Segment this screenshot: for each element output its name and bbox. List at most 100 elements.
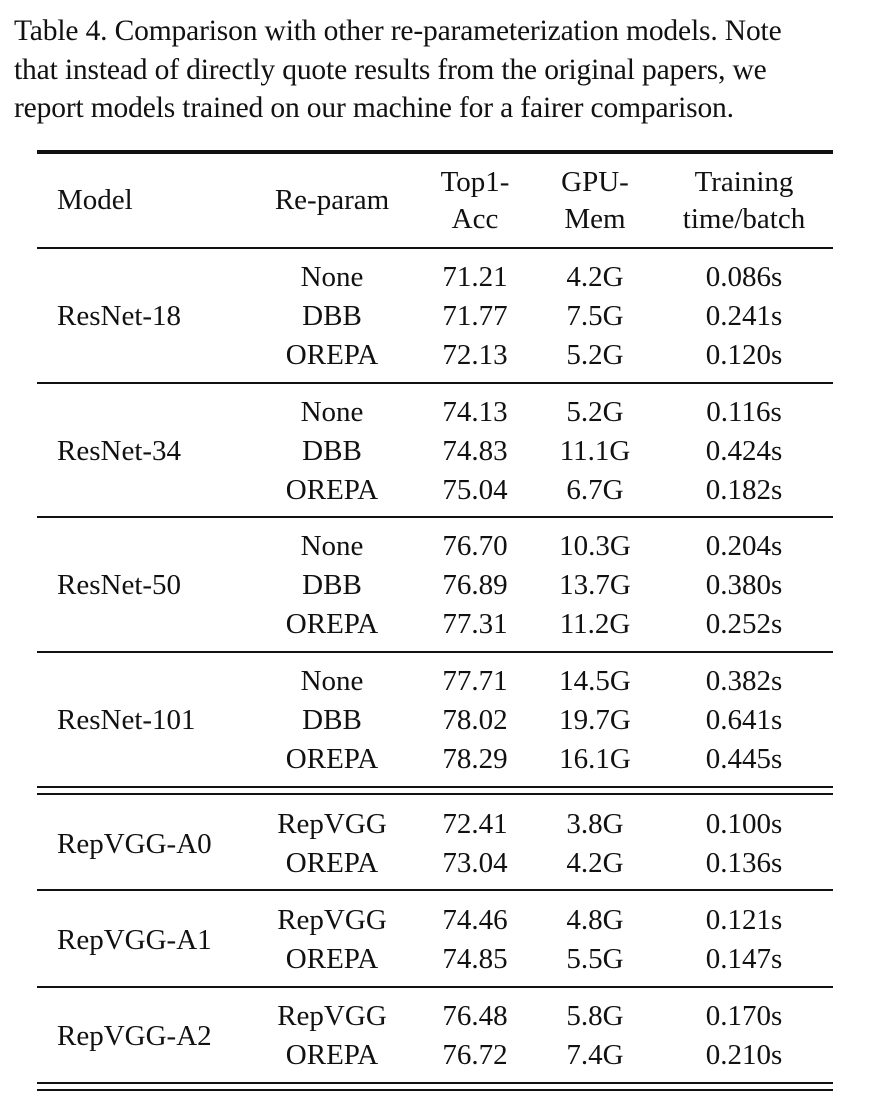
train-time-cell: 0.086s (705, 261, 783, 293)
train-time-cell: 0.116s (706, 396, 782, 428)
train-time-cell: 0.204s (705, 530, 783, 562)
gpu-mem-cell: 4.2G (566, 261, 624, 293)
reparam-cell: DBB (302, 704, 362, 736)
train-time-cell: 0.252s (705, 608, 783, 640)
gpu-mem-cell: 10.3G (559, 530, 631, 562)
model-cell: ResNet-50 (57, 569, 182, 601)
gpu-mem-cell: 4.8G (566, 904, 624, 936)
group-rule (37, 889, 833, 891)
top1-cell: 74.83 (442, 435, 508, 467)
top1-cell: 76.70 (442, 530, 508, 562)
model-cell: RepVGG-A1 (57, 924, 212, 956)
train-time-cell: 0.100s (705, 808, 783, 840)
reparam-cell: None (300, 530, 364, 562)
section-double-rule-top (37, 786, 833, 788)
top1-cell: 72.41 (442, 808, 508, 840)
top1-cell: 76.89 (442, 569, 508, 601)
model-cell: ResNet-34 (57, 435, 182, 467)
top1-cell: 75.04 (442, 474, 508, 506)
reparam-cell: OREPA (285, 339, 379, 371)
reparam-cell: OREPA (285, 1039, 379, 1071)
train-time-cell: 0.641s (705, 704, 783, 736)
group-rule (37, 986, 833, 988)
caption-line: that instead of directly quote results f… (14, 53, 767, 86)
train-time-cell: 0.182s (705, 474, 783, 506)
header-gpu-line2: Mem (564, 203, 626, 235)
reparam-cell: RepVGG (277, 904, 387, 936)
reparam-cell: DBB (302, 435, 362, 467)
header-top1-line2: Acc (451, 203, 499, 235)
reparam-cell: OREPA (285, 743, 379, 775)
top1-cell: 74.13 (442, 396, 508, 428)
caption-line: report models trained on our machine for… (14, 92, 734, 124)
gpu-mem-cell: 5.2G (566, 339, 624, 371)
train-time-cell: 0.424s (705, 435, 783, 467)
train-time-cell: 0.241s (705, 300, 783, 332)
train-time-cell: 0.380s (705, 569, 783, 601)
table-caption: Table 4. Comparison with other re-parame… (14, 12, 864, 128)
gpu-mem-cell: 7.5G (566, 300, 624, 332)
gpu-mem-cell: 6.7G (566, 474, 624, 506)
header-time-line2: time/batch (682, 203, 806, 235)
group-rule (37, 516, 833, 518)
gpu-mem-cell: 16.1G (559, 743, 631, 775)
top1-cell: 74.85 (442, 943, 508, 975)
gpu-mem-cell: 5.8G (566, 1000, 624, 1032)
train-time-cell: 0.121s (705, 904, 783, 936)
header-gpu-line1: GPU- (561, 166, 629, 198)
train-time-cell: 0.136s (705, 847, 783, 879)
train-time-cell: 0.210s (705, 1039, 783, 1071)
model-cell: ResNet-18 (57, 300, 182, 332)
train-time-cell: 0.147s (705, 943, 783, 975)
reparam-cell: None (300, 261, 364, 293)
top1-cell: 77.71 (442, 665, 508, 697)
top1-cell: 73.04 (442, 847, 508, 879)
model-cell: RepVGG-A0 (57, 828, 212, 860)
top1-cell: 71.77 (442, 300, 508, 332)
reparam-cell: OREPA (285, 608, 379, 640)
top1-cell: 78.02 (442, 704, 508, 736)
train-time-cell: 0.170s (705, 1000, 783, 1032)
header-rule (37, 247, 833, 249)
top1-cell: 72.13 (442, 339, 508, 371)
top1-cell: 76.72 (442, 1039, 508, 1071)
table-top-rule (37, 150, 833, 154)
gpu-mem-cell: 19.7G (559, 704, 631, 736)
reparam-cell: RepVGG (277, 1000, 387, 1032)
gpu-mem-cell: 14.5G (559, 665, 631, 697)
reparam-cell: None (300, 396, 364, 428)
section-double-rule-bottom (37, 793, 833, 795)
header-top1-line1: Top1- (440, 166, 510, 198)
top1-cell: 74.46 (442, 904, 508, 936)
reparam-cell: DBB (302, 300, 362, 332)
group-rule (37, 382, 833, 384)
gpu-mem-cell: 5.5G (566, 943, 624, 975)
gpu-mem-cell: 11.1G (559, 435, 631, 467)
train-time-cell: 0.445s (705, 743, 783, 775)
gpu-mem-cell: 11.2G (559, 608, 631, 640)
top1-cell: 78.29 (442, 743, 508, 775)
reparam-cell: None (300, 665, 364, 697)
train-time-cell: 0.382s (705, 665, 783, 697)
reparam-cell: OREPA (285, 474, 379, 506)
model-cell: ResNet-101 (57, 704, 196, 736)
header-time-line1: Training (694, 166, 794, 198)
reparam-cell: DBB (302, 569, 362, 601)
gpu-mem-cell: 5.2G (566, 396, 624, 428)
gpu-mem-cell: 7.4G (566, 1039, 624, 1071)
table-bottom-rule-bottom (37, 1089, 833, 1091)
reparam-cell: OREPA (285, 847, 379, 879)
top1-cell: 76.48 (442, 1000, 508, 1032)
gpu-mem-cell: 13.7G (559, 569, 631, 601)
table-bottom-rule-top (37, 1082, 833, 1084)
top1-cell: 77.31 (442, 608, 508, 640)
reparam-cell: RepVGG (277, 808, 387, 840)
top1-cell: 71.21 (442, 261, 508, 293)
reparam-cell: OREPA (285, 943, 379, 975)
group-rule (37, 651, 833, 653)
train-time-cell: 0.120s (705, 339, 783, 371)
gpu-mem-cell: 3.8G (566, 808, 624, 840)
caption-line: Table 4. Comparison with other re-parame… (14, 15, 782, 47)
header-model: Model (57, 184, 133, 216)
gpu-mem-cell: 4.2G (566, 847, 624, 879)
